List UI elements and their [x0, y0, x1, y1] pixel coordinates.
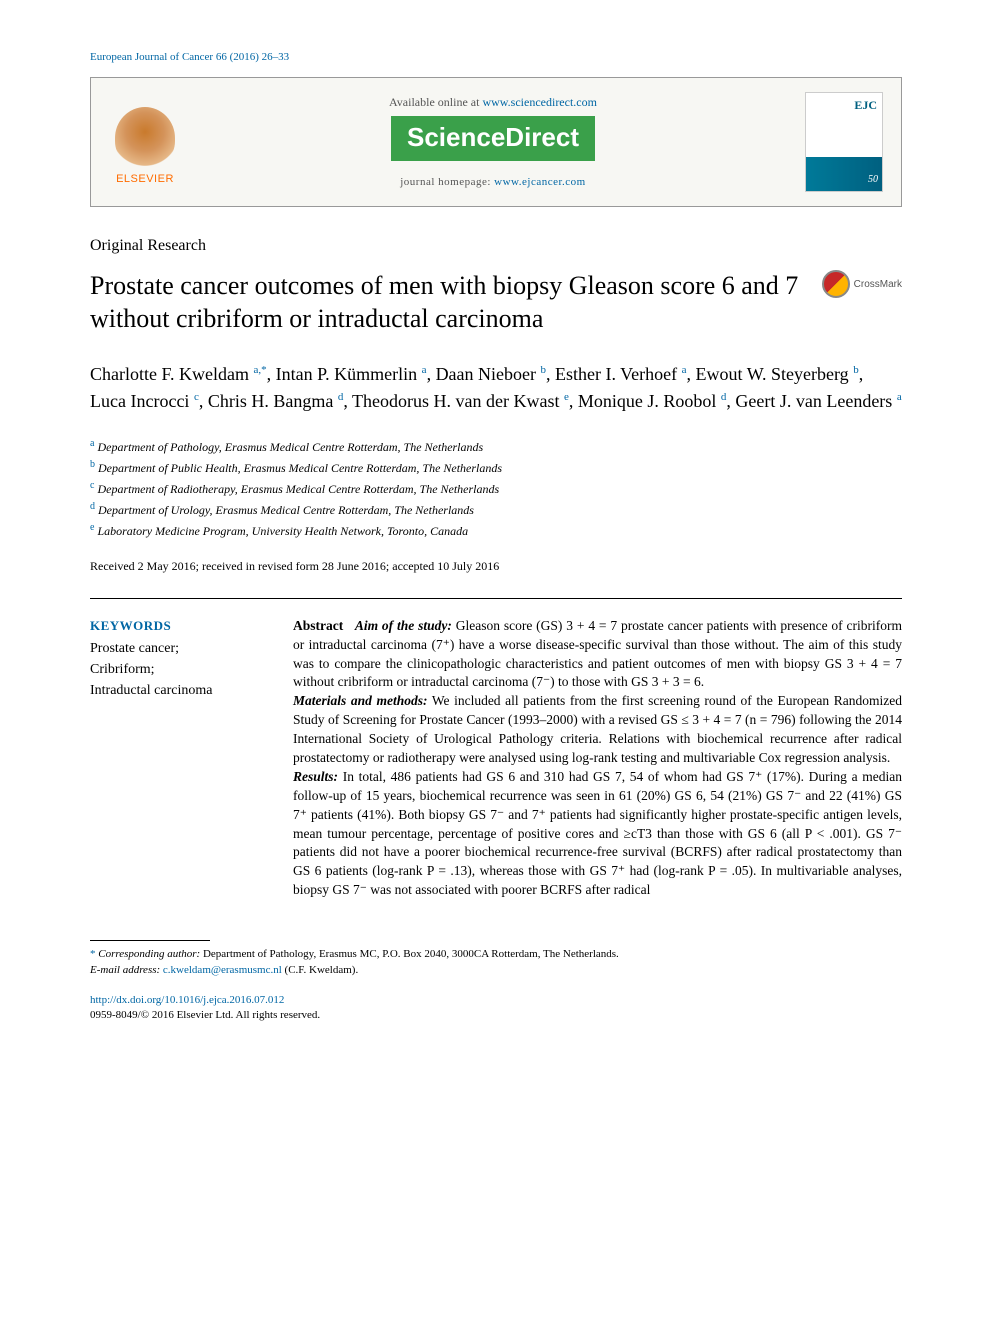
- elsevier-word: ELSEVIER: [116, 172, 174, 187]
- author: Luca Incrocci c: [90, 391, 199, 411]
- elsevier-tree-icon: [115, 107, 175, 169]
- available-prefix: Available online at: [389, 95, 482, 109]
- author: Daan Nieboer b: [436, 364, 546, 384]
- results-text: In total, 486 patients had GS 6 and 310 …: [293, 769, 902, 897]
- article-type: Original Research: [90, 235, 902, 257]
- journal-homepage-line: journal homepage: www.ejcancer.com: [199, 175, 787, 190]
- article-title: Prostate cancer outcomes of men with bio…: [90, 270, 802, 335]
- history-dates: Received 2 May 2016; received in revised…: [90, 558, 902, 574]
- anniversary-badge: 50: [868, 173, 878, 187]
- keywords-list: Prostate cancer;Cribriform;Intraductal c…: [90, 638, 265, 701]
- corr-label: Corresponding author:: [98, 948, 200, 960]
- corr-email-link[interactable]: c.kweldam@erasmusmc.nl: [163, 964, 282, 976]
- corresponding-author-footnote: * Corresponding author: Department of Pa…: [90, 947, 902, 979]
- affiliation: a Department of Pathology, Erasmus Medic…: [90, 436, 902, 457]
- header-center: Available online at www.sciencedirect.co…: [199, 94, 787, 190]
- email-label: E-mail address:: [90, 964, 160, 976]
- author: Theodorus H. van der Kwast e: [352, 391, 569, 411]
- journal-abbrev: EJC: [854, 97, 877, 113]
- sciencedirect-link[interactable]: www.sciencedirect.com: [482, 95, 597, 109]
- abstract-column: Abstract Aim of the study: Gleason score…: [293, 617, 902, 900]
- abstract-wrap: KEYWORDS Prostate cancer;Cribriform;Intr…: [90, 617, 902, 900]
- email-suffix: (C.F. Kweldam).: [285, 964, 359, 976]
- affiliations-block: a Department of Pathology, Erasmus Medic…: [90, 436, 902, 542]
- footnote-rule: [90, 940, 210, 941]
- abstract-label: Abstract: [293, 618, 343, 633]
- homepage-prefix: journal homepage:: [400, 176, 494, 188]
- author: Esther I. Verhoef a: [555, 364, 687, 384]
- affiliation: e Laboratory Medicine Program, Universit…: [90, 520, 902, 541]
- aim-heading: Aim of the study:: [355, 618, 452, 633]
- crossmark-badge[interactable]: CrossMark: [822, 270, 902, 298]
- methods-heading: Materials and methods:: [293, 693, 427, 708]
- running-head: European Journal of Cancer 66 (2016) 26–…: [90, 50, 902, 65]
- keywords-column: KEYWORDS Prostate cancer;Cribriform;Intr…: [90, 617, 265, 900]
- title-row: Prostate cancer outcomes of men with bio…: [90, 270, 902, 335]
- author: Chris H. Bangma d: [208, 391, 344, 411]
- doi-link[interactable]: http://dx.doi.org/10.1016/j.ejca.2016.07…: [90, 994, 284, 1006]
- author: Intan P. Kümmerlin a: [276, 364, 427, 384]
- crossmark-label: CrossMark: [854, 278, 902, 292]
- corr-star-icon: *: [90, 948, 98, 960]
- homepage-link[interactable]: www.ejcancer.com: [494, 176, 586, 188]
- header-box: ELSEVIER Available online at www.science…: [90, 77, 902, 207]
- sciencedirect-logo[interactable]: ScienceDirect: [391, 116, 595, 161]
- author: Monique J. Roobol d: [578, 391, 727, 411]
- results-heading: Results:: [293, 769, 338, 784]
- elsevier-logo[interactable]: ELSEVIER: [109, 97, 181, 187]
- affiliation: c Department of Radiotherapy, Erasmus Me…: [90, 478, 902, 499]
- author: Ewout W. Steyerberg b: [696, 364, 859, 384]
- doi-block: http://dx.doi.org/10.1016/j.ejca.2016.07…: [90, 993, 902, 1023]
- available-online-line: Available online at www.sciencedirect.co…: [199, 94, 787, 110]
- authors-block: Charlotte F. Kweldam a,*, Intan P. Kümme…: [90, 361, 902, 413]
- affiliation: d Department of Urology, Erasmus Medical…: [90, 499, 902, 520]
- author: Geert J. van Leenders a: [735, 391, 901, 411]
- author: Charlotte F. Kweldam a,*: [90, 364, 267, 384]
- issn-copyright: 0959-8049/© 2016 Elsevier Ltd. All right…: [90, 1009, 320, 1021]
- keywords-heading: KEYWORDS: [90, 617, 265, 635]
- section-rule: [90, 598, 902, 599]
- journal-cover-thumb[interactable]: EJC 50: [805, 92, 883, 192]
- corr-text: Department of Pathology, Erasmus MC, P.O…: [203, 948, 619, 960]
- affiliation: b Department of Public Health, Erasmus M…: [90, 457, 902, 478]
- crossmark-icon: [822, 270, 850, 298]
